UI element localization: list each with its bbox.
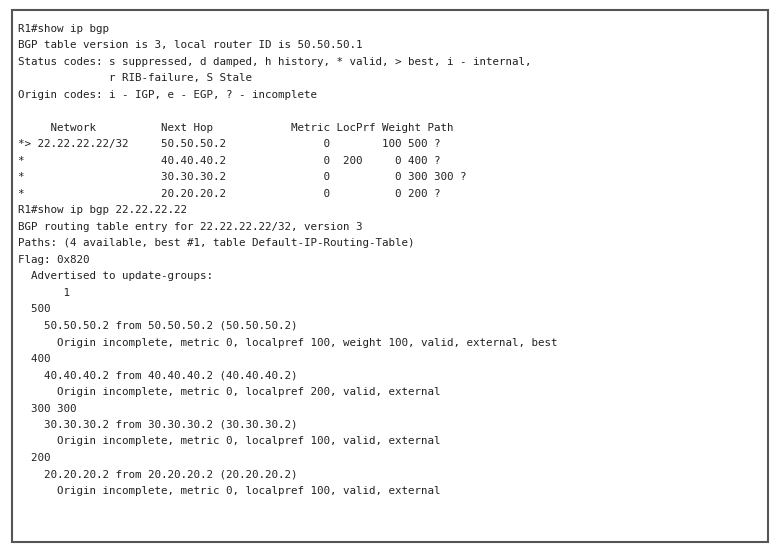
Text: 300 300: 300 300 [18,404,76,413]
Text: 200: 200 [18,453,51,463]
Text: 400: 400 [18,354,51,364]
Text: R1#show ip bgp 22.22.22.22: R1#show ip bgp 22.22.22.22 [18,205,187,215]
Text: Paths: (4 available, best #1, table Default-IP-Routing-Table): Paths: (4 available, best #1, table Defa… [18,238,414,248]
Text: Status codes: s suppressed, d damped, h history, * valid, > best, i - internal,: Status codes: s suppressed, d damped, h … [18,57,531,67]
Text: *                     20.20.20.2               0          0 200 ?: * 20.20.20.2 0 0 200 ? [18,189,441,199]
Text: Origin incomplete, metric 0, localpref 100, valid, external: Origin incomplete, metric 0, localpref 1… [18,486,441,496]
Text: 50.50.50.2 from 50.50.50.2 (50.50.50.2): 50.50.50.2 from 50.50.50.2 (50.50.50.2) [18,321,297,331]
Text: 40.40.40.2 from 40.40.40.2 (40.40.40.2): 40.40.40.2 from 40.40.40.2 (40.40.40.2) [18,370,297,380]
Text: R1#show ip bgp: R1#show ip bgp [18,24,109,34]
Text: BGP table version is 3, local router ID is 50.50.50.1: BGP table version is 3, local router ID … [18,40,363,50]
Text: 500: 500 [18,305,51,315]
Text: *                     40.40.40.2               0  200     0 400 ?: * 40.40.40.2 0 200 0 400 ? [18,156,441,166]
Text: 30.30.30.2 from 30.30.30.2 (30.30.30.2): 30.30.30.2 from 30.30.30.2 (30.30.30.2) [18,420,297,430]
Text: r RIB-failure, S Stale: r RIB-failure, S Stale [18,73,252,83]
Text: 1: 1 [18,288,70,298]
Text: Flag: 0x820: Flag: 0x820 [18,255,90,265]
Text: BGP routing table entry for 22.22.22.22/32, version 3: BGP routing table entry for 22.22.22.22/… [18,222,363,232]
Text: Origin codes: i - IGP, e - EGP, ? - incomplete: Origin codes: i - IGP, e - EGP, ? - inco… [18,90,317,100]
Text: *> 22.22.22.22/32     50.50.50.2               0        100 500 ?: *> 22.22.22.22/32 50.50.50.2 0 100 500 ? [18,140,441,150]
Text: *                     30.30.30.2               0          0 300 300 ?: * 30.30.30.2 0 0 300 300 ? [18,172,466,183]
Text: Advertised to update-groups:: Advertised to update-groups: [18,272,213,282]
Text: Origin incomplete, metric 0, localpref 100, valid, external: Origin incomplete, metric 0, localpref 1… [18,437,441,447]
Text: Origin incomplete, metric 0, localpref 200, valid, external: Origin incomplete, metric 0, localpref 2… [18,387,441,397]
Text: 20.20.20.2 from 20.20.20.2 (20.20.20.2): 20.20.20.2 from 20.20.20.2 (20.20.20.2) [18,470,297,480]
Text: Origin incomplete, metric 0, localpref 100, weight 100, valid, external, best: Origin incomplete, metric 0, localpref 1… [18,337,558,348]
Text: Network          Next Hop            Metric LocPrf Weight Path: Network Next Hop Metric LocPrf Weight Pa… [18,123,453,133]
